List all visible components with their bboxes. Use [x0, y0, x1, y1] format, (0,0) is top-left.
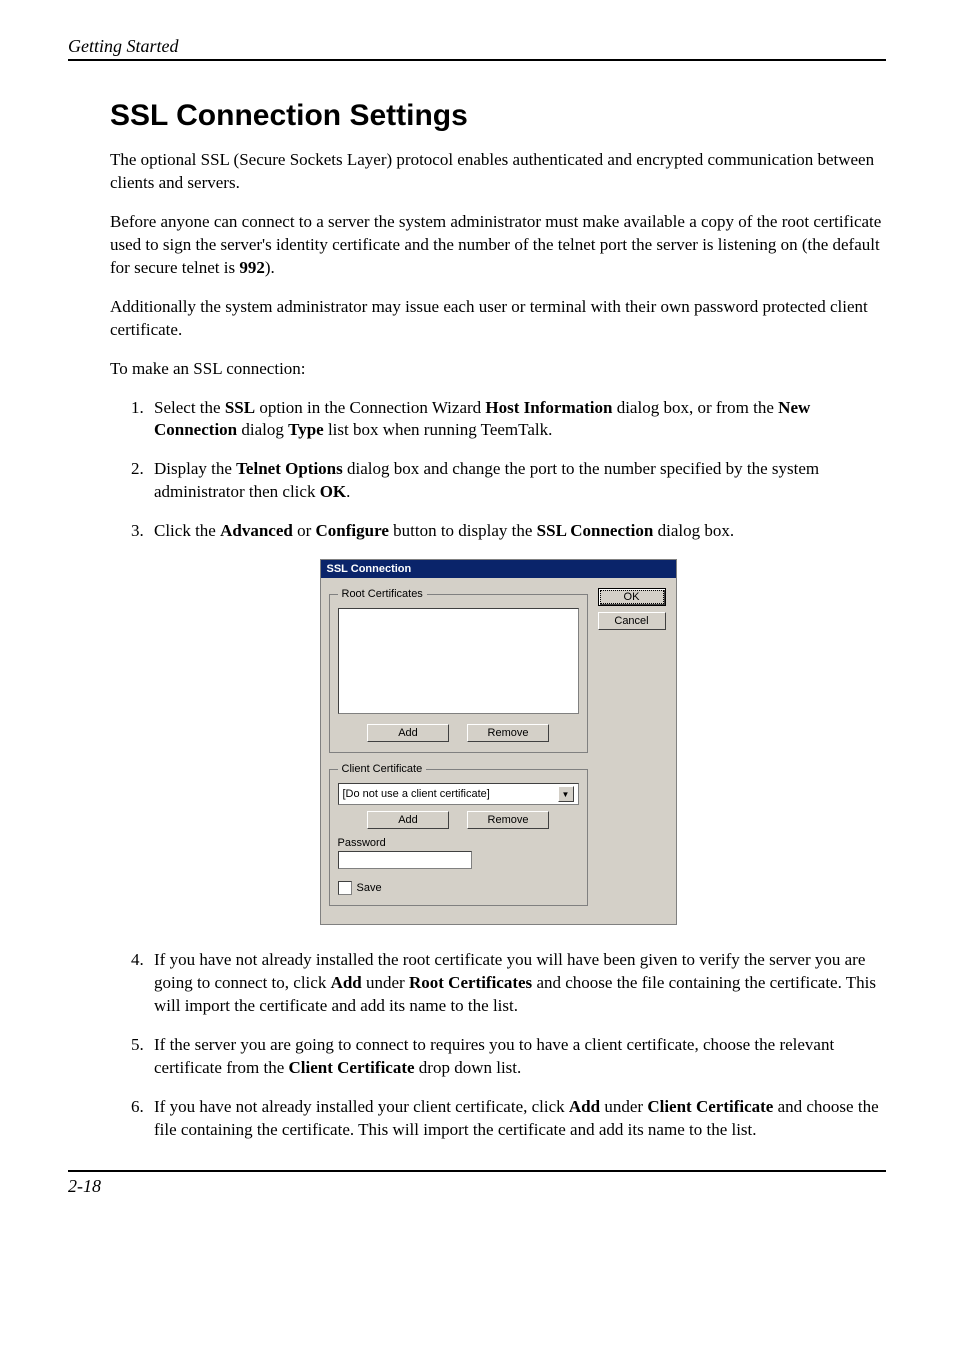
- intro-paragraph-2: Before anyone can connect to a server th…: [110, 211, 886, 280]
- root-remove-button[interactable]: Remove: [467, 724, 549, 742]
- step-4: If you have not already installed the ro…: [148, 949, 886, 1018]
- save-checkbox-label: Save: [357, 882, 382, 894]
- password-label: Password: [338, 837, 579, 849]
- ssl-connection-dialog: SSL Connection Root Certificates Add Rem…: [320, 559, 677, 925]
- chevron-down-icon[interactable]: ▼: [558, 786, 574, 802]
- step-3: Click the Advanced or Configure button t…: [148, 520, 886, 543]
- dialog-titlebar: SSL Connection: [321, 560, 676, 578]
- root-certificates-group: Root Certificates Add Remove: [329, 588, 588, 753]
- client-add-button[interactable]: Add: [367, 811, 449, 829]
- root-certificates-legend: Root Certificates: [338, 588, 427, 600]
- footer-divider: [68, 1170, 886, 1172]
- step-6: If you have not already installed your c…: [148, 1096, 886, 1142]
- ok-button[interactable]: OK: [598, 588, 666, 606]
- step-1: Select the SSL option in the Connection …: [148, 397, 886, 443]
- client-certificate-legend: Client Certificate: [338, 763, 427, 775]
- page-number: 2-18: [68, 1176, 886, 1197]
- section-title: SSL Connection Settings: [110, 99, 886, 133]
- root-add-button[interactable]: Add: [367, 724, 449, 742]
- combo-selected-text: [Do not use a client certificate]: [343, 788, 490, 800]
- client-remove-button[interactable]: Remove: [467, 811, 549, 829]
- step-2: Display the Telnet Options dialog box an…: [148, 458, 886, 504]
- intro-paragraph-1: The optional SSL (Secure Sockets Layer) …: [110, 149, 886, 195]
- running-header: Getting Started: [68, 36, 886, 57]
- password-input[interactable]: [338, 851, 473, 869]
- root-certificates-listbox[interactable]: [338, 608, 579, 714]
- checkbox-icon: [338, 881, 352, 895]
- cancel-button[interactable]: Cancel: [598, 612, 666, 630]
- client-certificate-group: Client Certificate [Do not use a client …: [329, 763, 588, 906]
- client-certificate-combobox[interactable]: [Do not use a client certificate] ▼: [338, 783, 579, 805]
- save-checkbox[interactable]: Save: [338, 881, 579, 895]
- intro-paragraph-3: Additionally the system administrator ma…: [110, 296, 886, 342]
- intro-paragraph-4: To make an SSL connection:: [110, 358, 886, 381]
- step-5: If the server you are going to connect t…: [148, 1034, 886, 1080]
- header-divider: [68, 59, 886, 61]
